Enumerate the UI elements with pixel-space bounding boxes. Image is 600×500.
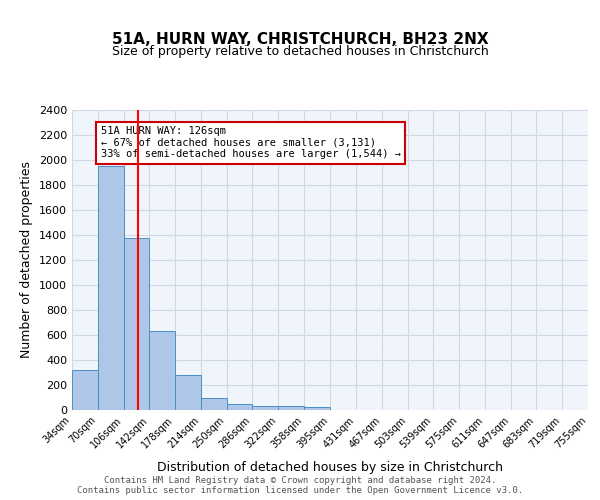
Bar: [124, 238, 149, 410]
Bar: [72, 370, 98, 410]
Text: Contains HM Land Registry data © Crown copyright and database right 2024.
Contai: Contains HM Land Registry data © Crown c…: [77, 476, 523, 495]
Y-axis label: Number of detached properties: Number of detached properties: [20, 162, 34, 358]
Bar: [253, 406, 278, 410]
Text: 51A, HURN WAY, CHRISTCHURCH, BH23 2NX: 51A, HURN WAY, CHRISTCHURCH, BH23 2NX: [112, 32, 488, 48]
Bar: [201, 398, 227, 410]
Bar: [227, 404, 253, 410]
X-axis label: Distribution of detached houses by size in Christchurch: Distribution of detached houses by size …: [157, 461, 503, 474]
Bar: [278, 406, 304, 410]
Bar: [98, 166, 124, 410]
Bar: [304, 407, 329, 410]
Bar: [149, 331, 175, 410]
Bar: [175, 375, 201, 410]
Text: Size of property relative to detached houses in Christchurch: Size of property relative to detached ho…: [112, 45, 488, 58]
Text: 51A HURN WAY: 126sqm
← 67% of detached houses are smaller (3,131)
33% of semi-de: 51A HURN WAY: 126sqm ← 67% of detached h…: [101, 126, 401, 160]
